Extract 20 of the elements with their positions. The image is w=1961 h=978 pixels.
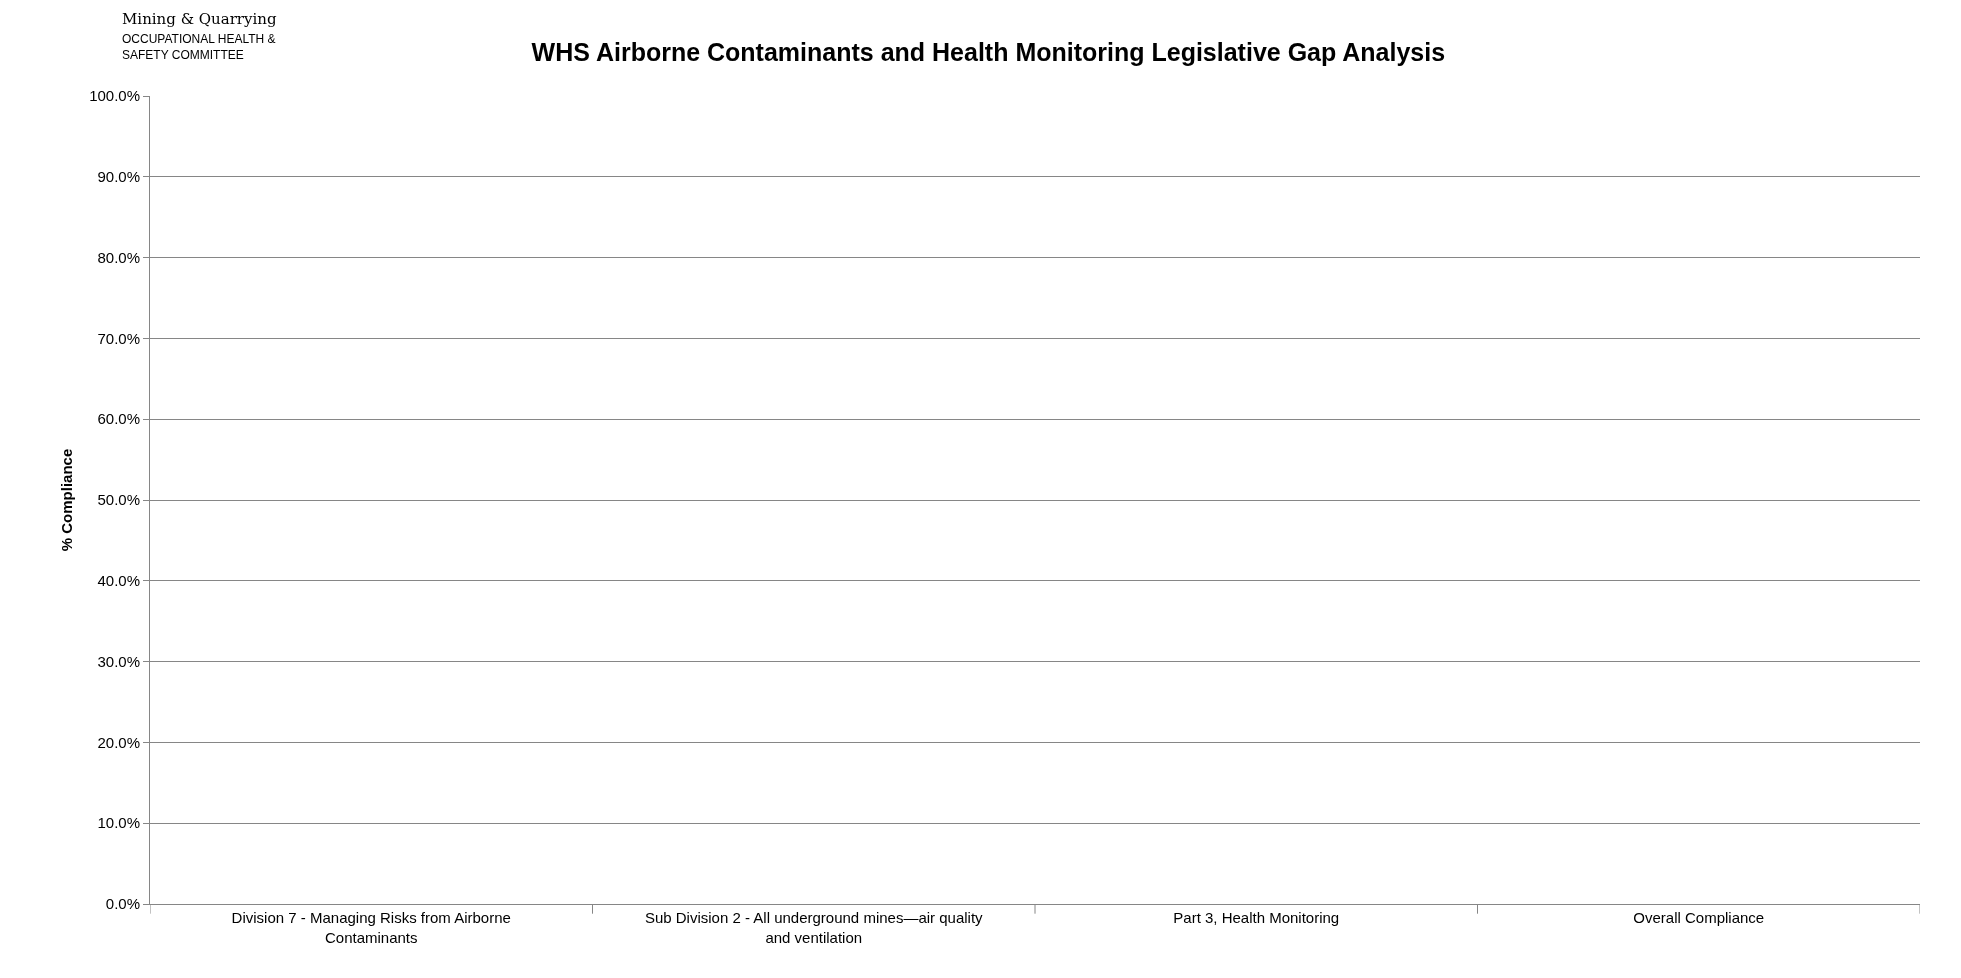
y-tick-label: 30.0% [97, 652, 140, 670]
y-axis-title: % Compliance [58, 448, 76, 552]
y-tick-label: 100.0% [89, 87, 140, 105]
y-tick-label: 20.0% [97, 733, 140, 751]
text: Mining & Quarrying [122, 10, 277, 28]
y-tick-label: 90.0% [97, 168, 140, 186]
y-tick-label: 40.0% [97, 572, 140, 590]
y-tick-label: 50.0% [97, 491, 140, 509]
y-tick-label: 80.0% [97, 248, 140, 266]
chart-title: WHS Airborne Contaminants and Health Monitoring Legislative Gap Analysis [531, 37, 1446, 66]
x-tick-label: Overall Compliance [1633, 909, 1765, 926]
x-tick-label: Part 3, Health Monitoring [1173, 909, 1340, 926]
text: OCCUPATIONAL HEALTH & [122, 32, 276, 46]
y-tick-label: 0.0% [105, 895, 140, 913]
y-tick-label: 70.0% [97, 329, 140, 347]
text: SAFETY COMMITTEE [122, 48, 244, 62]
x-tick-label: Division 7 - Managing Risks from Airborne Contaminants [231, 909, 511, 946]
y-tick-label: 60.0% [97, 410, 140, 428]
x-tick-label: Sub Division 2 - All underground mines—air quality and ventilation [644, 909, 984, 946]
y-tick-label: 10.0% [97, 814, 140, 832]
